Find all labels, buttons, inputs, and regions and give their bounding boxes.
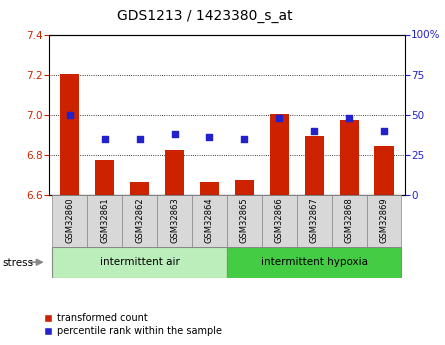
Text: GSM32860: GSM32860 — [65, 197, 74, 243]
Bar — [122, 195, 157, 247]
Bar — [227, 195, 262, 247]
Text: intermittent air: intermittent air — [100, 257, 180, 267]
Bar — [60, 73, 80, 195]
Text: GSM32862: GSM32862 — [135, 197, 144, 243]
Text: GDS1213 / 1423380_s_at: GDS1213 / 1423380_s_at — [117, 9, 292, 23]
Bar — [95, 160, 114, 195]
Text: GSM32869: GSM32869 — [380, 197, 388, 243]
Bar — [332, 195, 367, 247]
Point — [311, 128, 318, 134]
Bar — [53, 195, 87, 247]
Bar — [227, 247, 401, 278]
Bar — [87, 195, 122, 247]
Bar — [374, 146, 394, 195]
Point — [206, 135, 213, 140]
Bar — [235, 180, 254, 195]
Text: GSM32866: GSM32866 — [275, 197, 284, 243]
Text: GSM32861: GSM32861 — [100, 197, 109, 243]
Bar — [157, 195, 192, 247]
Point — [101, 136, 108, 141]
Bar — [53, 247, 227, 278]
Bar — [270, 114, 289, 195]
Point — [276, 115, 283, 121]
Point — [136, 136, 143, 141]
Text: stress: stress — [2, 258, 33, 268]
Text: GSM32865: GSM32865 — [240, 197, 249, 243]
Legend: transformed count, percentile rank within the sample: transformed count, percentile rank withi… — [40, 309, 226, 340]
Bar — [200, 182, 219, 195]
Text: GSM32868: GSM32868 — [344, 197, 354, 243]
Bar — [297, 195, 332, 247]
Point — [66, 112, 73, 117]
Point — [241, 136, 248, 141]
Text: GSM32867: GSM32867 — [310, 197, 319, 243]
Point — [380, 128, 388, 134]
Bar — [340, 120, 359, 195]
Point — [346, 115, 353, 121]
Bar — [165, 150, 184, 195]
Bar — [262, 195, 297, 247]
Bar — [305, 136, 324, 195]
Bar — [130, 182, 149, 195]
Text: GSM32864: GSM32864 — [205, 197, 214, 243]
Bar — [367, 195, 401, 247]
Text: GSM32863: GSM32863 — [170, 197, 179, 243]
Bar — [192, 195, 227, 247]
Point — [171, 131, 178, 137]
Text: intermittent hypoxia: intermittent hypoxia — [261, 257, 368, 267]
